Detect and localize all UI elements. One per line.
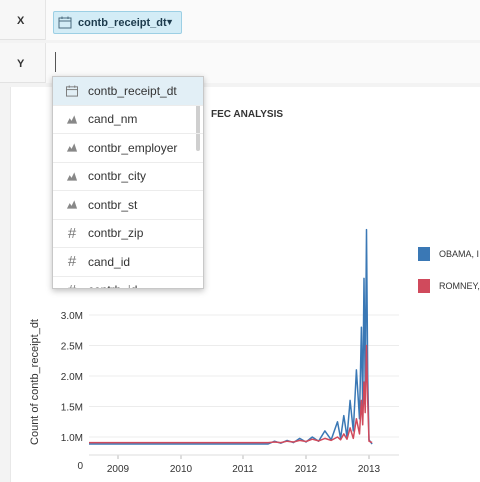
- dropdown-item[interactable]: # contbr_zip: [53, 220, 203, 248]
- dropdown-item[interactable]: contbr_city: [53, 163, 203, 191]
- x-field-label: contb_receipt_dt: [78, 16, 167, 29]
- x-shelf-label: X: [17, 15, 25, 27]
- caret-down-icon[interactable]: ▼: [165, 17, 174, 27]
- legend-swatch-obama: [418, 247, 430, 261]
- dimension-icon: [66, 199, 78, 211]
- hash-icon: #: [67, 253, 77, 271]
- dimension-icon: [66, 170, 78, 182]
- x-tick-label: 2009: [107, 464, 130, 475]
- legend-item-obama[interactable]: OBAMA, I: [418, 247, 479, 261]
- dimension-icon: [66, 113, 78, 125]
- legend-label-obama: OBAMA, I: [439, 249, 480, 259]
- hash-icon: #: [67, 224, 77, 242]
- hash-icon: #: [66, 282, 78, 288]
- x-tick-label: 2012: [295, 464, 318, 475]
- dropdown-item-label: contb_receipt_dt: [88, 83, 177, 98]
- x-tick-label: 2010: [170, 464, 193, 475]
- dropdown-item[interactable]: cand_nm: [53, 106, 203, 134]
- x-tick-label: 2013: [358, 464, 381, 475]
- legend-item-romney[interactable]: ROMNEY,: [418, 279, 480, 293]
- chart-title: FEC ANALYSIS: [211, 109, 283, 120]
- dropdown-item[interactable]: contbr_st: [53, 191, 203, 220]
- dropdown-item-label: contbr_employer: [88, 140, 178, 155]
- y-tick-label: 3.0M: [61, 311, 83, 322]
- x-field-pill[interactable]: contb_receipt_dt ▼: [53, 11, 182, 34]
- y-tick-label: 2.0M: [61, 372, 83, 383]
- dropdown-item-label: cand_nm: [88, 112, 138, 127]
- y-shelf-label: Y: [17, 58, 25, 70]
- calendar-icon: [58, 16, 72, 29]
- dropdown-item[interactable]: contb_receipt_dt: [53, 77, 203, 106]
- dropdown-item[interactable]: # contrb_id: [53, 277, 203, 288]
- dropdown-item-label: contrb_id: [88, 283, 137, 288]
- y-tick-label: 1.0M: [61, 433, 83, 444]
- legend-label-romney: ROMNEY,: [439, 281, 480, 291]
- dropdown-item-label: contbr_st: [88, 197, 138, 212]
- y-tick-label: 0: [77, 461, 83, 472]
- series-line-1: [89, 344, 373, 444]
- y-tick-label: 2.5M: [61, 342, 83, 353]
- y-shelf: Y: [0, 43, 480, 83]
- y-tick-label: 1.5M: [61, 403, 83, 414]
- dimension-icon: [66, 142, 78, 154]
- y-axis-label: Count of contb_receipt_dt: [29, 319, 41, 445]
- chart-svg: FEC ANALYSIS Count of contb_receipt_dt 0 1.…: [29, 109, 399, 475]
- dropdown-scrollbar[interactable]: [196, 83, 200, 151]
- field-dropdown[interactable]: contb_receipt_dt cand_nm contbr_employer…: [52, 76, 204, 289]
- dropdown-item[interactable]: # cand_id: [53, 248, 203, 277]
- dropdown-item[interactable]: contbr_employer: [53, 134, 203, 163]
- legend-swatch-romney: [418, 279, 430, 293]
- dropdown-item-label: cand_id: [88, 254, 131, 269]
- calendar-icon: [66, 85, 78, 97]
- dropdown-item-label: contbr_zip: [88, 226, 144, 241]
- text-cursor: [55, 52, 56, 72]
- x-tick-label: 2011: [232, 464, 254, 475]
- dropdown-item-label: contbr_city: [88, 169, 147, 184]
